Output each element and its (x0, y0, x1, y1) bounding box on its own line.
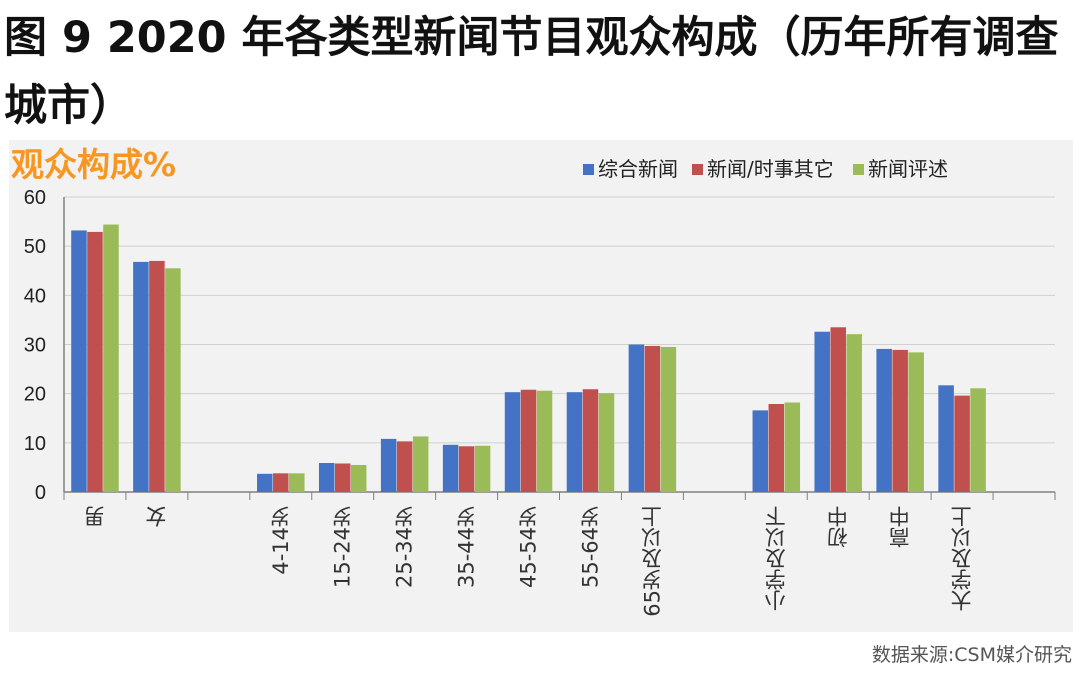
legend-label: 新闻/时事其它 (707, 157, 834, 181)
legend-swatch (692, 164, 703, 175)
bar (165, 268, 181, 492)
bar (504, 392, 521, 492)
y-axis-label: 观众构成% (11, 145, 176, 184)
bar (784, 402, 801, 492)
bar (582, 389, 599, 492)
bar (846, 334, 862, 492)
bar (644, 345, 661, 492)
legend-label: 综合新闻 (598, 157, 678, 181)
bar (598, 393, 615, 492)
bar (71, 230, 87, 492)
x-tick-label: 4-14岁 (269, 506, 293, 575)
x-tick-label: 男 (83, 506, 107, 527)
bar (412, 436, 429, 492)
x-tick-label: 25-34岁 (393, 506, 417, 589)
y-tick-label: 20 (24, 384, 46, 406)
bar (458, 446, 475, 492)
bar (103, 224, 119, 492)
y-tick-label: 10 (24, 433, 46, 455)
bar (149, 260, 165, 492)
bar (396, 441, 413, 492)
source-note: 数据来源:CSM媒介研究 (871, 644, 1072, 666)
y-tick-label: 30 (24, 335, 46, 357)
bar (442, 444, 459, 492)
bar (318, 462, 335, 492)
x-tick-label: 女 (145, 506, 169, 527)
x-tick-label: 高中 (888, 506, 912, 548)
x-tick-label: 初中 (826, 506, 850, 548)
x-tick-label: 65岁及以上 (640, 506, 664, 617)
figure-title: 图 9 2020 年各类型新闻节目观众构成（历年所有调查城市） (4, 13, 1059, 131)
y-tick-label: 0 (35, 482, 46, 504)
bar (87, 231, 103, 492)
bar (380, 438, 397, 492)
bar (628, 344, 645, 492)
bar (876, 348, 892, 492)
legend-swatch (583, 164, 594, 175)
x-tick-label: 45-54岁 (517, 506, 541, 589)
bar (970, 388, 986, 492)
bar (908, 352, 924, 492)
bar (768, 403, 785, 492)
x-tick-label: 大学及以上 (950, 506, 974, 611)
x-tick-label: 35-44岁 (455, 506, 479, 589)
bar (954, 395, 970, 492)
bar (660, 346, 677, 492)
y-tick-label: 40 (24, 285, 46, 307)
y-tick-label: 60 (24, 187, 46, 209)
x-tick-label: 55-64岁 (578, 506, 602, 589)
x-tick-label: 15-24岁 (331, 506, 355, 589)
bar (257, 473, 273, 492)
bar (289, 473, 305, 492)
bar (520, 389, 537, 492)
bar (133, 261, 149, 492)
bar (938, 385, 954, 492)
bar (350, 464, 367, 492)
bar (830, 327, 846, 492)
bar (814, 331, 830, 492)
bar-chart: 观众构成% 0 10 20 30 40 50 60 男 女 4-14岁 15-24岁 25-34岁 35-… (11, 145, 1056, 617)
bar (752, 410, 769, 492)
bar (566, 392, 583, 492)
legend-swatch (853, 164, 864, 175)
bar (892, 349, 908, 492)
bar (536, 390, 553, 492)
legend-label: 新闻评述 (868, 157, 948, 181)
bar (474, 445, 491, 492)
y-tick-label: 50 (24, 236, 46, 258)
bar (273, 473, 289, 492)
bar (334, 463, 351, 492)
x-tick-label: 小学及以下 (764, 506, 788, 611)
